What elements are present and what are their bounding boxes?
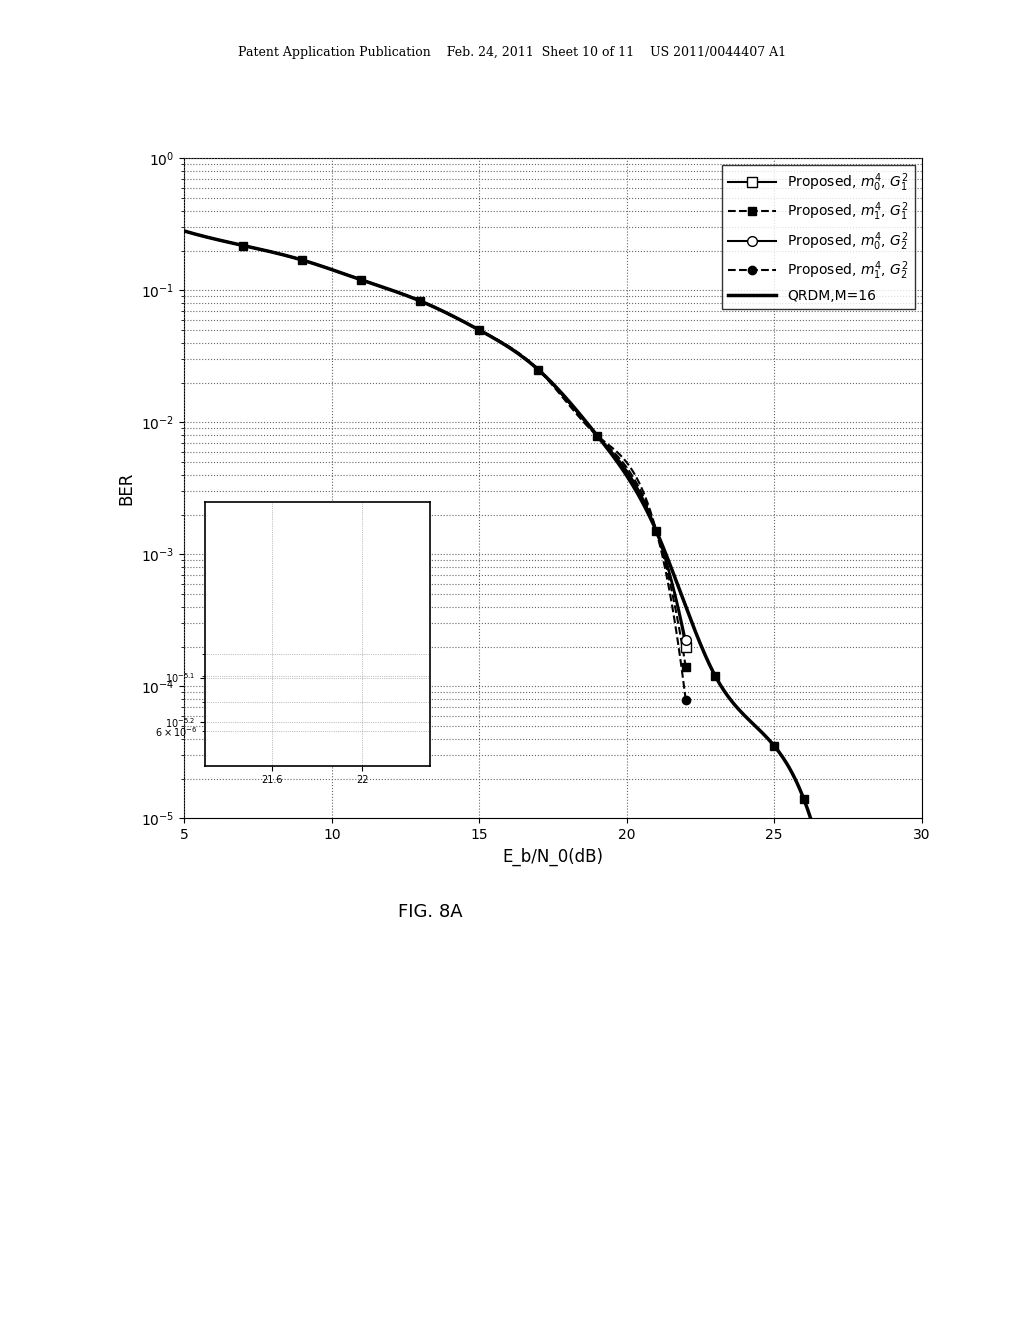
- X-axis label: E_b/N_0(dB): E_b/N_0(dB): [503, 847, 603, 866]
- Text: FIG. 8A: FIG. 8A: [397, 903, 463, 921]
- Y-axis label: BER: BER: [118, 471, 135, 506]
- Legend: Proposed, $m_0^4$, $G_1^2$, Proposed, $m_1^4$, $G_1^2$, Proposed, $m_0^4$, $G_2^: Proposed, $m_0^4$, $G_1^2$, Proposed, $m…: [722, 165, 914, 309]
- Text: Patent Application Publication    Feb. 24, 2011  Sheet 10 of 11    US 2011/00444: Patent Application Publication Feb. 24, …: [238, 46, 786, 59]
